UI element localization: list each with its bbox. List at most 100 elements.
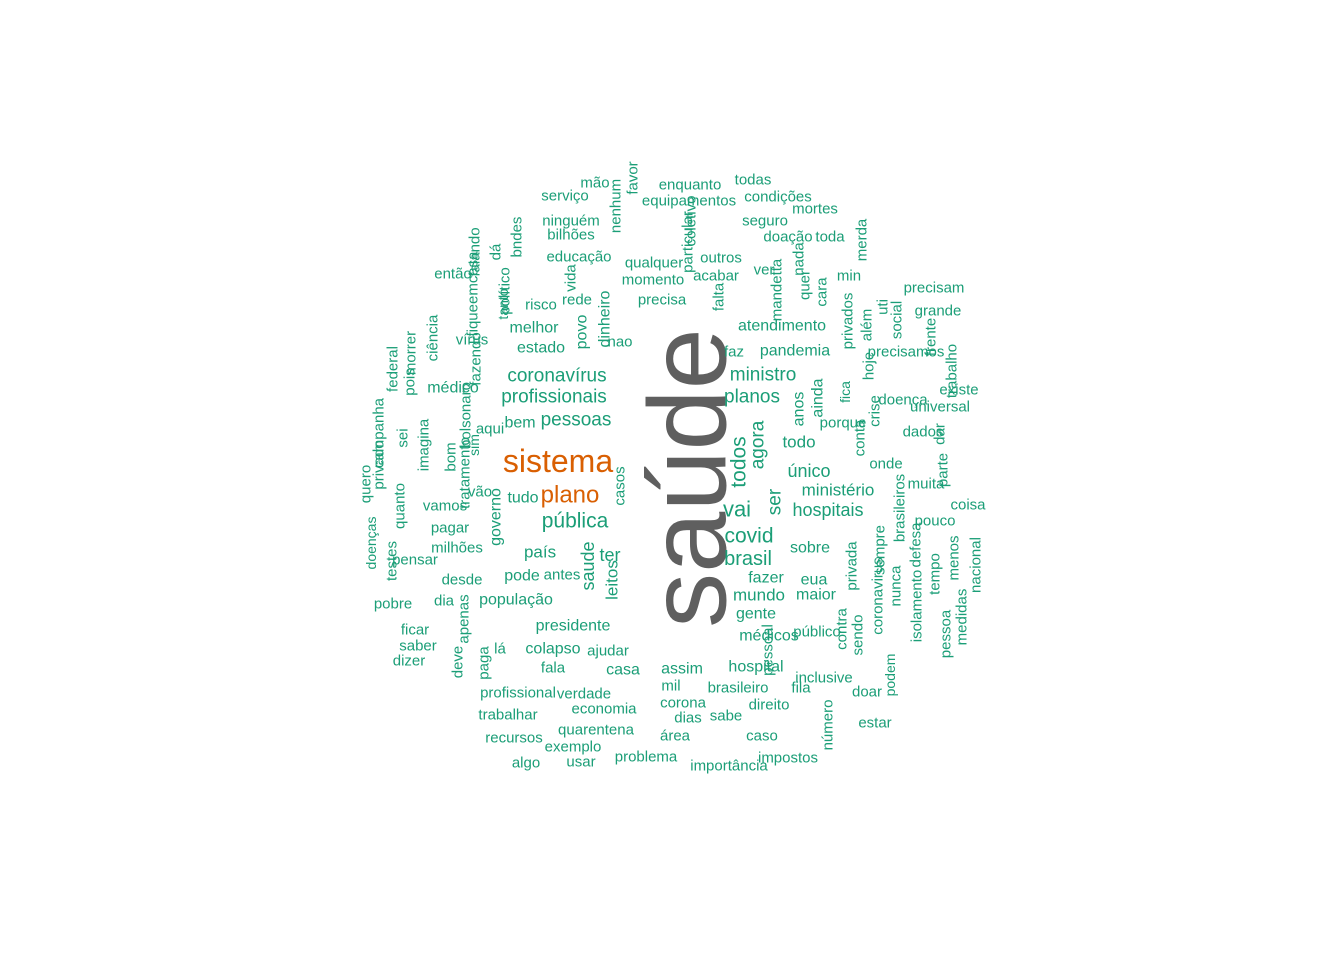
- word-ciencia: ciência: [425, 314, 442, 361]
- word-falta: falta: [711, 282, 728, 311]
- word-rede: rede: [562, 292, 592, 309]
- word-casos: casos: [612, 466, 629, 505]
- word-mortes: mortes: [792, 201, 838, 218]
- word-dias: dias: [674, 710, 702, 727]
- word-assim: assim: [661, 661, 703, 678]
- word-podem: podem: [882, 654, 898, 697]
- word-precisam: precisam: [904, 280, 965, 297]
- word-fazer: fazer: [748, 570, 784, 587]
- word-doacao: doação: [763, 229, 812, 246]
- word-estar: estar: [858, 715, 891, 732]
- word-pensar: pensar: [392, 552, 438, 569]
- word-direito: direito: [749, 697, 790, 714]
- word-recursos: recursos: [485, 730, 543, 747]
- word-da: dá: [488, 243, 505, 260]
- word-caso: caso: [746, 728, 778, 745]
- word-dados: dados: [903, 424, 944, 441]
- word-tratamento: tratamento: [457, 437, 474, 509]
- word-dizer: dizer: [393, 653, 426, 670]
- word-seguro: seguro: [742, 213, 788, 230]
- word-hoje: hoje: [861, 352, 878, 380]
- word-economia: economia: [571, 701, 637, 718]
- word-enquanto: enquanto: [659, 177, 722, 194]
- word-populacao: população: [479, 592, 553, 609]
- word-maior: maior: [796, 587, 837, 604]
- word-tanto: tanto: [495, 288, 511, 319]
- word-toda: toda: [815, 229, 845, 246]
- word-uti: uti: [875, 299, 892, 315]
- word-sobre: sobre: [790, 540, 830, 557]
- word-quarentena: quarentena: [558, 722, 635, 739]
- word-apenas: apenas: [456, 594, 473, 643]
- word-servico: serviço: [541, 188, 589, 205]
- word-medico: médico: [427, 380, 479, 397]
- word-corona: corona: [660, 695, 707, 712]
- word-ter: ter: [599, 545, 620, 565]
- word-ministerio: ministério: [802, 481, 875, 500]
- word-pode: pode: [504, 568, 540, 585]
- word-vao: vão: [468, 484, 492, 501]
- word-entao: então: [434, 266, 472, 283]
- word-universal: universal: [910, 399, 970, 416]
- word-ministro: ministro: [730, 365, 797, 386]
- word-quanto: quanto: [392, 483, 409, 529]
- word-brasileiros: brasileiros: [892, 474, 909, 542]
- word-campanha: campanha: [371, 397, 388, 468]
- word-coronavirus: coronavirus: [870, 557, 887, 635]
- word-ser: ser: [765, 488, 786, 515]
- word-eua: eua: [801, 572, 828, 589]
- word-fiqueemcasa: fiqueemcasa: [465, 251, 482, 337]
- word-nao: nao: [607, 334, 632, 351]
- word-acabar: acabar: [693, 268, 739, 285]
- word-ficar: ficar: [401, 622, 429, 639]
- word-mao: mão: [580, 175, 609, 192]
- word-bem: bem: [504, 415, 535, 432]
- word-precisamos: precisamos: [868, 344, 945, 361]
- word-profissional: profissional: [480, 685, 556, 702]
- word-hospitais: hospitais: [792, 500, 863, 520]
- word-dinheiro: dinheiro: [597, 290, 614, 347]
- word-fila: fila: [791, 680, 811, 697]
- word-vai: vai: [723, 497, 751, 522]
- word-anos: anos: [791, 392, 808, 427]
- word-pagar: pagar: [431, 520, 469, 537]
- word-group: saúdesistemaplanopúblicacoronavírusprofi…: [358, 161, 987, 774]
- word-mundo: mundo: [733, 586, 785, 605]
- word-social: social: [889, 301, 906, 339]
- word-trabalho: trabalho: [944, 344, 961, 398]
- word-pessoa: pessoa: [938, 609, 955, 658]
- word-aqui: aqui: [476, 421, 504, 438]
- word-mandetta: mandetta: [769, 258, 786, 321]
- word-hospital: hospital: [728, 659, 783, 676]
- word-nacional: nacional: [968, 537, 985, 593]
- word-deve: deve: [450, 646, 467, 679]
- word-dia: dia: [434, 593, 455, 610]
- word-privados: privados: [840, 293, 857, 350]
- word-usar: usar: [566, 754, 595, 771]
- word-bom: bom: [443, 442, 460, 471]
- word-isolamento: isolamento: [909, 570, 926, 643]
- word-nada: nada: [791, 242, 808, 276]
- word-muita: muita: [908, 476, 945, 493]
- word-pandemia: pandemia: [760, 343, 830, 360]
- word-dar: dar: [932, 423, 949, 445]
- word-fazendo: fazendo: [468, 332, 485, 385]
- word-existe: existe: [939, 382, 978, 399]
- word-porque: porque: [820, 415, 867, 432]
- word-publico: público: [793, 624, 841, 641]
- word-impostos: impostos: [758, 750, 818, 767]
- word-numero: número: [820, 700, 837, 751]
- word-nenhum: nenhum: [608, 179, 625, 233]
- word-menos: menos: [946, 535, 963, 580]
- word-ver: ver: [754, 262, 775, 279]
- word-pessoas: pessoas: [541, 410, 612, 431]
- word-equipamentos: equipamentos: [642, 193, 736, 210]
- word-trabalhar: trabalhar: [478, 707, 537, 724]
- word-risco: risco: [525, 297, 557, 314]
- word-cara: cara: [814, 277, 831, 307]
- word-sim: sim: [466, 434, 482, 456]
- word-estado: estado: [517, 340, 565, 357]
- word-medidas: medidas: [954, 589, 971, 646]
- word-coronavirus: coronavírus: [507, 366, 606, 387]
